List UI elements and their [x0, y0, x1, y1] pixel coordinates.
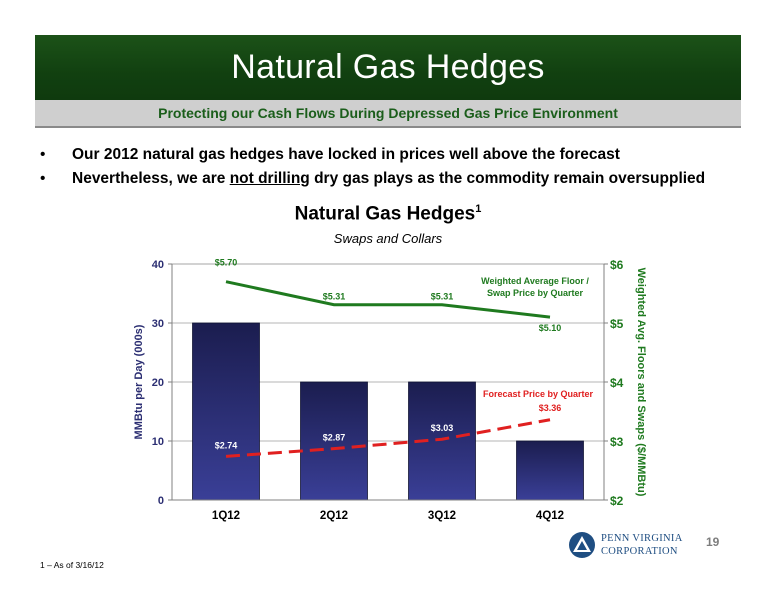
page-title: Natural Gas Hedges	[231, 48, 545, 86]
chart-title: Natural Gas Hedges1	[294, 203, 482, 225]
y2-tick-label: $5	[610, 317, 624, 331]
triangle-in-circle-icon	[569, 532, 595, 558]
x-tick-label: 2Q12	[320, 510, 348, 522]
logo-line-2: CORPORATION	[601, 546, 678, 557]
floor-swap-price-line	[225, 280, 551, 319]
floor-series-label: Weighted Average Floor /	[481, 276, 589, 286]
y2-tick-label: $2	[610, 494, 624, 508]
underlined-emphasis: not drilling	[229, 170, 310, 187]
forecast-data-label: $3.36	[539, 403, 562, 413]
bullet-item: • Our 2012 natural gas hedges have locke…	[40, 143, 760, 167]
forecast-price-line	[225, 418, 551, 458]
bullet-text: Our 2012 natural gas hedges have locked …	[72, 146, 620, 163]
footnote: 1 – As of 3/16/12	[40, 560, 104, 570]
chart-subtitle: Swaps and Collars	[333, 231, 443, 246]
forecast-data-label: $2.87	[323, 433, 346, 443]
subtitle-bar: Protecting our Cash Flows During Depress…	[35, 100, 741, 128]
bullet-list: • Our 2012 natural gas hedges have locke…	[40, 143, 760, 191]
y-tick-label: 20	[152, 377, 164, 389]
y-tick-label: 0	[158, 495, 164, 507]
floor-data-label: $5.31	[323, 292, 346, 302]
x-tick-label: 4Q12	[536, 510, 564, 522]
bullet-text: Nevertheless, we are not drilling dry ga…	[72, 170, 706, 187]
bar	[516, 440, 584, 501]
page-subtitle: Protecting our Cash Flows During Depress…	[158, 105, 618, 121]
y2-tick-label: $3	[610, 435, 624, 449]
bullet-marker: •	[40, 146, 46, 163]
y2-tick-label: $6	[610, 258, 624, 272]
bullet-marker: •	[40, 170, 46, 187]
forecast-data-label: $2.74	[215, 440, 238, 450]
bar	[300, 381, 368, 501]
y-tick-label: 10	[152, 436, 164, 448]
floor-data-label: $5.10	[539, 323, 562, 333]
y-tick-label: 30	[152, 318, 164, 330]
logo-line-1: PENN VIRGINIA	[601, 533, 683, 544]
x-tick-label: 1Q12	[212, 510, 240, 522]
y-axis-title: MMBtu per Day (000s)	[133, 324, 145, 439]
floor-data-label: $5.31	[431, 292, 454, 302]
x-tick-label: 3Q12	[428, 510, 456, 522]
forecast-series-label: Forecast Price by Quarter	[483, 389, 594, 399]
page-number: 19	[706, 535, 720, 549]
forecast-data-label: $3.03	[431, 423, 454, 433]
company-logo: PENN VIRGINIA CORPORATION	[568, 531, 683, 559]
floor-data-label: $5.70	[215, 258, 238, 268]
title-bar: Natural Gas Hedges	[35, 35, 741, 100]
bar	[192, 322, 260, 501]
y-tick-label: 40	[152, 259, 164, 271]
y2-tick-label: $4	[610, 376, 624, 390]
y2-axis-title: Weighted Avg. Floors and Swaps ($/MMBtu)	[635, 268, 647, 497]
floor-series-label: Swap Price by Quarter	[487, 288, 584, 298]
bullet-item: • Nevertheless, we are not drilling dry …	[40, 167, 760, 191]
footnote-marker: 1	[475, 203, 482, 215]
